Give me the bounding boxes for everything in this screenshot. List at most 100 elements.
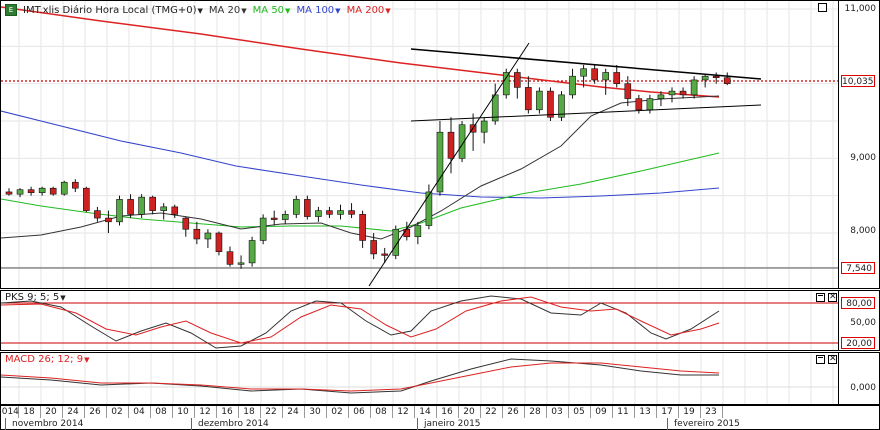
time-label: 12: [199, 407, 211, 417]
time-tick: [502, 406, 503, 418]
time-label: 03: [551, 407, 563, 417]
candle-body: [580, 68, 587, 77]
candle-body: [138, 196, 145, 215]
candle-body: [613, 72, 621, 84]
time-axis[interactable]: 2014182024260204081012161822243002060812…: [0, 405, 880, 430]
candle-body: [193, 228, 201, 240]
time-label: 13: [639, 407, 651, 417]
candle-body: [83, 187, 90, 211]
candle-body: [359, 214, 366, 241]
ma100-label[interactable]: MA 100▼: [296, 4, 341, 16]
time-label: 04: [133, 407, 145, 417]
candle-body: [668, 90, 676, 96]
candle-body: [215, 232, 223, 252]
candle-body: [127, 199, 134, 215]
candle-body: [635, 98, 643, 111]
time-label: 26: [89, 407, 101, 417]
time-label: 26: [507, 407, 519, 417]
candle-body: [182, 217, 190, 230]
price-chart-panel[interactable]: E IMT.xlis Diário Hora Local (TMG+0)▼ MA…: [0, 0, 880, 289]
candle-body: [259, 217, 267, 241]
close-macd-button[interactable]: ✕: [828, 354, 837, 364]
time-label: 20: [463, 407, 475, 417]
time-tick: [260, 406, 261, 418]
price-axis[interactable]: 11,000 10,035 9,000 8,000 7,540: [838, 1, 879, 288]
candle-body: [657, 94, 665, 99]
candle-body: [5, 191, 13, 195]
candle-body: [569, 75, 576, 96]
macd-canvas[interactable]: [1, 353, 841, 404]
ma50-label[interactable]: MA 50▼: [252, 4, 291, 16]
time-tick: [128, 406, 129, 418]
price-chart-canvas[interactable]: [1, 1, 841, 288]
time-label: 30: [309, 407, 321, 417]
candle-body: [591, 68, 598, 81]
time-tick: [194, 406, 195, 418]
oscillator-axis[interactable]: 80,00 50,00 20,00: [838, 291, 879, 350]
macd-panel[interactable]: MACD 26; 12; 9▼ ✕ 0,000: [0, 352, 880, 405]
candle-body: [171, 206, 179, 215]
time-label: 18: [23, 407, 35, 417]
candle-body: [315, 210, 322, 217]
time-tick: [370, 406, 371, 418]
candle-body: [458, 124, 466, 159]
uptrend-line: [368, 42, 530, 287]
time-tick: [722, 406, 723, 418]
maximize-panel-button[interactable]: [818, 3, 827, 12]
time-tick: [436, 406, 437, 418]
candle-body: [701, 75, 709, 81]
instrument-icon[interactable]: E: [5, 4, 17, 16]
time-label: 24: [287, 407, 299, 417]
candle-body: [602, 72, 610, 81]
month-label: fevereiro 2015: [674, 419, 740, 429]
candle-body: [536, 90, 543, 111]
candle-body: [690, 79, 698, 96]
oscillator-canvas[interactable]: [1, 291, 841, 350]
macd-signal-line: [1, 362, 720, 392]
ma20-line: [1, 95, 720, 240]
month-separator: [191, 418, 192, 430]
oscillator-panel[interactable]: PKS 9; 5; 5▼ ✕ 80,00 50,00 20,00: [0, 290, 880, 351]
candle-body: [226, 251, 234, 265]
month-separator: [667, 418, 668, 430]
chart-legend: E IMT.xlis Diário Hora Local (TMG+0)▼ MA…: [5, 4, 391, 16]
candle-body: [72, 181, 79, 189]
candle-body: [160, 206, 167, 211]
candle-body: [646, 98, 654, 111]
candle-body: [480, 120, 488, 133]
time-tick: [392, 406, 393, 418]
time-tick: [700, 406, 701, 418]
candle-body: [60, 181, 68, 195]
candle-body: [370, 240, 377, 255]
time-label: 05: [573, 407, 585, 417]
macd-axis[interactable]: 0,000: [838, 353, 879, 404]
low-price-tag: 7,540: [841, 262, 875, 274]
current-price-tag: 10,035: [841, 75, 875, 87]
symbol-label[interactable]: IMT.xlis Diário Hora Local (TMG+0)▼: [23, 4, 203, 16]
time-label: 06: [353, 407, 365, 417]
candle-body: [547, 90, 554, 118]
candle-body: [116, 199, 123, 223]
macd-title[interactable]: MACD 26; 12; 9▼: [5, 354, 90, 365]
candle-body: [149, 196, 156, 211]
osc-label-50: 50,00: [850, 318, 876, 328]
candle-body: [94, 210, 101, 219]
time-tick: [238, 406, 239, 418]
time-label: 22: [265, 407, 277, 417]
time-label: 02: [111, 407, 123, 417]
time-tick: [612, 406, 613, 418]
time-tick: [40, 406, 41, 418]
candle-body: [403, 228, 411, 238]
month-separator: [417, 418, 418, 430]
maximize-oscillator-button[interactable]: [816, 293, 825, 302]
ma20-label[interactable]: MA 20▼: [208, 4, 247, 16]
time-tick: [216, 406, 217, 418]
maximize-macd-button[interactable]: [816, 355, 825, 364]
ma200-label[interactable]: MA 200▼: [346, 4, 391, 16]
candle-body: [337, 210, 344, 215]
time-tick: [568, 406, 569, 418]
oscillator-legend: PKS 9; 5; 5▼: [5, 292, 66, 303]
oscillator-title[interactable]: PKS 9; 5; 5▼: [5, 292, 66, 303]
month-separator: [5, 418, 6, 430]
close-oscillator-button[interactable]: ✕: [828, 292, 837, 302]
